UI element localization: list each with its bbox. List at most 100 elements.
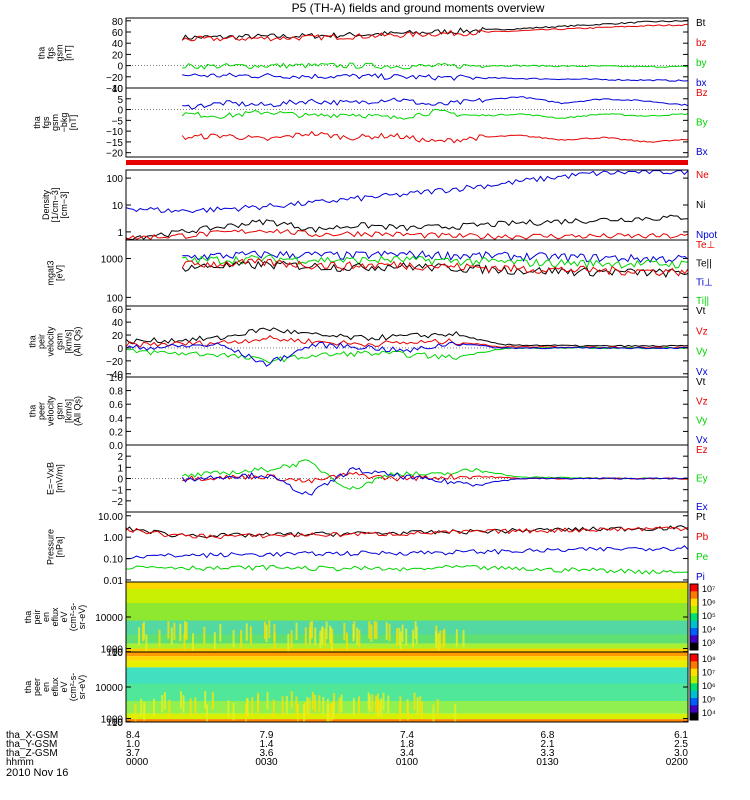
y-tick-label: 10 — [112, 648, 124, 659]
spectrogram-streak — [401, 624, 404, 643]
colorbar-tick-label: 10⁴ — [702, 708, 716, 718]
spectrogram-streak — [285, 695, 288, 714]
spectrogram-streak — [204, 691, 207, 709]
spectrogram-streak — [352, 624, 355, 642]
spectrogram-streak — [439, 630, 442, 649]
y-tick-label: 60 — [112, 28, 124, 39]
spectrogram-streak — [399, 631, 402, 649]
legend-Vx: Vx — [696, 367, 708, 378]
spectrogram-streak — [281, 696, 284, 714]
panel-frame — [125, 376, 689, 446]
spectrogram-streak — [358, 629, 361, 648]
series-line-Te|| — [181, 260, 689, 278]
y-axis-label: peer — [37, 402, 47, 420]
legend-Bz: Bz — [696, 88, 708, 99]
y-axis-label: velocity — [46, 326, 56, 357]
spectrogram-streak — [416, 697, 419, 715]
spectrogram-streak — [185, 622, 188, 640]
legend-Pi: Pi — [696, 572, 705, 583]
spectrogram-streak — [318, 695, 321, 713]
series-line-Vt — [125, 327, 689, 348]
spectrogram-streak — [311, 620, 314, 639]
spectrogram-streak — [415, 626, 418, 644]
y-axis-label: [km/s] — [64, 399, 74, 423]
colorbar-segment — [690, 676, 698, 684]
spectrogram-streak — [414, 621, 417, 639]
spectrogram-streak — [189, 698, 192, 716]
y-axis-label: en — [41, 612, 51, 622]
colorbar-segment — [690, 690, 698, 699]
y-tick-label: −40 — [106, 370, 123, 381]
spectrogram-streak — [396, 628, 399, 646]
y-tick-label: 10.00 — [98, 512, 123, 523]
legend-Pt: Pt — [696, 512, 706, 523]
spectrogram-streak — [203, 626, 206, 645]
y-tick-label: 10 — [112, 718, 124, 729]
colorbar-frame — [689, 653, 699, 721]
y-axis-label: Pressure — [46, 529, 56, 565]
colorbar-tick-label: 10⁵ — [702, 695, 716, 705]
y-axis-label: [nPa] — [55, 536, 65, 557]
spectrogram-streak — [308, 627, 311, 645]
spectrogram-band — [126, 719, 688, 722]
y-tick-label: −5 — [112, 116, 124, 127]
series-line-Ex — [181, 467, 689, 496]
series-line-Pi — [125, 545, 689, 560]
spectrogram-streak — [184, 621, 187, 639]
y-tick-label: 20 — [112, 331, 124, 342]
spectrogram-streak — [308, 698, 311, 716]
spectrogram-streak — [419, 696, 422, 714]
y-tick-label: 0.0 — [109, 441, 123, 452]
spectrogram-streak — [211, 691, 214, 710]
spectrogram-streak — [263, 621, 266, 640]
colorbar-segment — [690, 628, 698, 636]
axis-tick-value: 1.0 — [126, 739, 140, 750]
series-line-bx — [182, 72, 689, 82]
spectrogram-streak — [245, 623, 248, 641]
series-line-Vy — [125, 346, 689, 364]
series-line-Ne — [125, 228, 689, 241]
y-axis-label: fgs — [46, 47, 56, 60]
y-tick-label: −40 — [106, 84, 123, 95]
spectrogram-p9 — [126, 582, 688, 652]
spectrogram-streak — [232, 629, 235, 648]
axis-tick-value: 0200 — [666, 757, 689, 768]
series-line-Ti|| — [182, 254, 689, 269]
y-tick-label: 1000 — [101, 255, 124, 266]
axis-tick-value: 0000 — [126, 757, 149, 768]
spectrogram-streak — [324, 628, 327, 647]
spectrogram-streak — [167, 621, 170, 639]
spectrogram-streak — [290, 630, 293, 648]
y-tick-label: 0.10 — [104, 555, 124, 566]
y-axis-label: eflux — [50, 677, 60, 697]
series-line-Ni — [125, 214, 689, 240]
spectrogram-streak — [338, 697, 341, 716]
spectrogram-streak — [385, 622, 388, 640]
spectrogram-band — [126, 660, 688, 668]
y-axis-label: [km/s] — [64, 330, 74, 354]
spectrogram-band — [126, 582, 688, 589]
y-axis-label: gsm — [50, 114, 60, 131]
spectrogram-streak — [161, 694, 164, 713]
spectrogram-band — [126, 589, 688, 603]
spectrogram-streak — [314, 694, 317, 713]
spectrogram-streak — [420, 701, 423, 720]
axis-tick-value: 1.8 — [400, 739, 414, 750]
colorbar-tick-label: 10³ — [702, 638, 715, 648]
spectrogram-band — [126, 652, 688, 657]
legend-Bt: Bt — [696, 18, 706, 29]
spectrogram-streak — [432, 704, 435, 722]
axis-tick-value: 0130 — [536, 757, 559, 768]
spectrogram-streak — [295, 622, 298, 641]
spectrogram-band — [126, 648, 688, 652]
axis-tick-value: 0100 — [396, 757, 419, 768]
y-tick-label: 40 — [112, 318, 124, 329]
spectrogram-streak — [371, 694, 374, 712]
legend-bx: bx — [696, 78, 707, 89]
spectrogram-streak — [240, 629, 243, 648]
spectrogram-streak — [251, 697, 254, 715]
y-tick-label: 2 — [117, 452, 123, 463]
legend-Ni: Ni — [696, 200, 705, 211]
y-tick-label: 1000 — [101, 645, 124, 656]
y-axis-label: [1/cm−3] — [50, 188, 60, 223]
